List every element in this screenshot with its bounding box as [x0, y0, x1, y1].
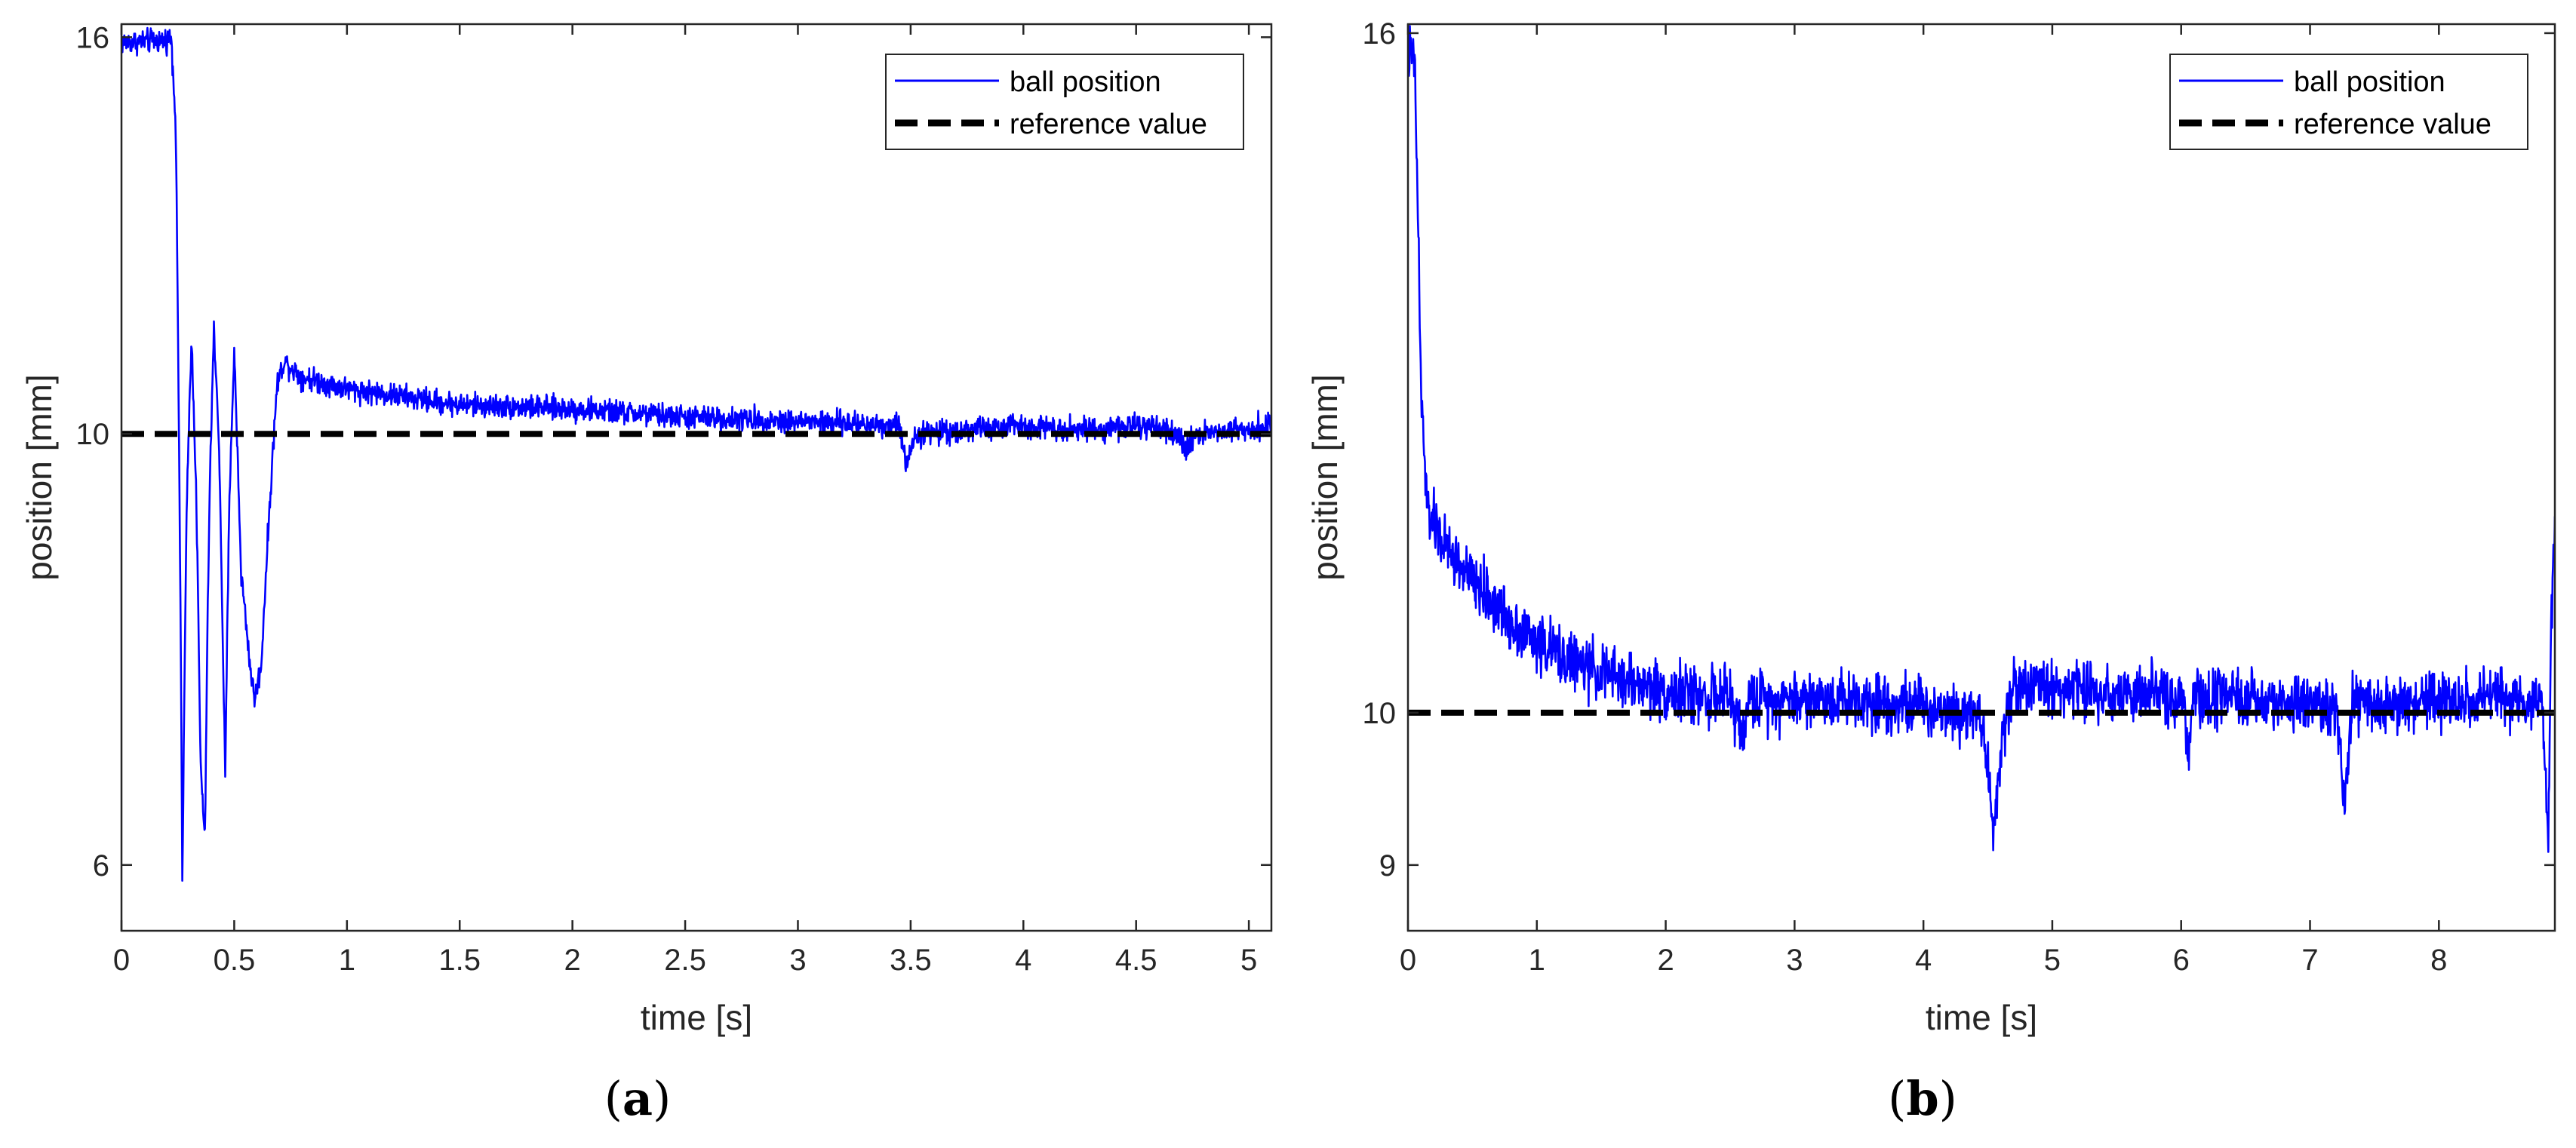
- panel-b-axes-box: [1406, 23, 2556, 932]
- panel-a-x-tick-label: 2.5: [664, 944, 706, 977]
- panel-b-x-tick-label: 7: [2301, 944, 2318, 977]
- panel-a-x-tick-label: 4: [1015, 944, 1031, 977]
- panel-a-legend: ball position reference value: [885, 54, 1244, 150]
- panel-b-y-tick-label: 9: [1379, 849, 1396, 882]
- panel-b-x-tick-label: 6: [2173, 944, 2190, 977]
- panel-a-axes-box: [120, 23, 1273, 932]
- panel-a-x-tick-label: 0.5: [214, 944, 256, 977]
- panel-a-x-tick-label: 4.5: [1115, 944, 1157, 977]
- panel-b-x-axis-label: time [s]: [1926, 998, 2037, 1037]
- panel-b-x-tick-label: 4: [1915, 944, 1932, 977]
- panel-a-label: (a): [604, 1071, 672, 1126]
- panel-a-x-tick-label: 1.5: [438, 944, 481, 977]
- panel-a-chart: 0 0.5 1 1.5 2 2.5 3 3.5 4 4.5 5 6 10 16 time [s] posi…: [20, 21, 1273, 1126]
- panel-b-y-axis-label: position [mm]: [1305, 374, 1345, 581]
- panel-b-series-ball-position: [1408, 25, 2555, 853]
- panel-a-ticks: 0 0.5 1 1.5 2 2.5 3 3.5 4 4.5 5 6 10 16: [76, 21, 1271, 977]
- panel-b-legend-label-ball-position: ball position: [2294, 66, 2445, 98]
- panel-b-x-tick-label: 3: [1786, 944, 1803, 977]
- panel-b-legend-box: [2169, 54, 2528, 150]
- panel-b-legend-label-reference-value: reference value: [2294, 109, 2491, 140]
- panel-a-plot-area: [121, 26, 1271, 882]
- panel-a-x-tick-label: 1: [339, 944, 355, 977]
- panel-a-legend-label-ball-position: ball position: [1010, 66, 1161, 98]
- panel-b-x-tick-label: 8: [2430, 944, 2447, 977]
- panel-b-x-tick-label: 0: [1400, 944, 1416, 977]
- panel-a-x-tick-label: 5: [1240, 944, 1257, 977]
- panel-a-series-ball-position: [121, 26, 1271, 882]
- panel-b-label: (b): [1888, 1071, 1957, 1126]
- panel-b-y-tick-label: 16: [1363, 17, 1397, 51]
- panel-a-x-tick-label: 3.5: [890, 944, 932, 977]
- panel-a-y-tick-label: 16: [76, 21, 110, 54]
- panel-b-plot-area: [1408, 25, 2555, 853]
- panel-b-legend: ball position reference value: [2169, 54, 2528, 150]
- panel-a-y-tick-label: 10: [76, 418, 110, 451]
- panel-b-x-tick-label: 2: [1657, 944, 1674, 977]
- panel-a-y-tick-label: 6: [93, 849, 109, 882]
- panel-a-y-axis-label: position [mm]: [20, 374, 59, 581]
- panel-a-legend-label-reference-value: reference value: [1010, 109, 1207, 140]
- panel-b-chart: 0 1 2 3 4 5 6 7 8 9 10 16 time [s] position [mm] ba…: [1305, 17, 2556, 1126]
- panel-a-legend-box: [885, 54, 1244, 150]
- panel-b-y-tick-label: 10: [1363, 697, 1397, 730]
- panel-a-x-tick-label: 0: [113, 944, 130, 977]
- panel-a-x-tick-label: 2: [564, 944, 581, 977]
- panel-b-x-tick-label: 5: [2044, 944, 2061, 977]
- panel-a-x-axis-label: time [s]: [641, 998, 752, 1037]
- panel-b-x-tick-label: 1: [1529, 944, 1545, 977]
- panel-a-x-tick-label: 3: [789, 944, 806, 977]
- panel-b-ticks: 0 1 2 3 4 5 6 7 8 9 10 16: [1363, 17, 2555, 977]
